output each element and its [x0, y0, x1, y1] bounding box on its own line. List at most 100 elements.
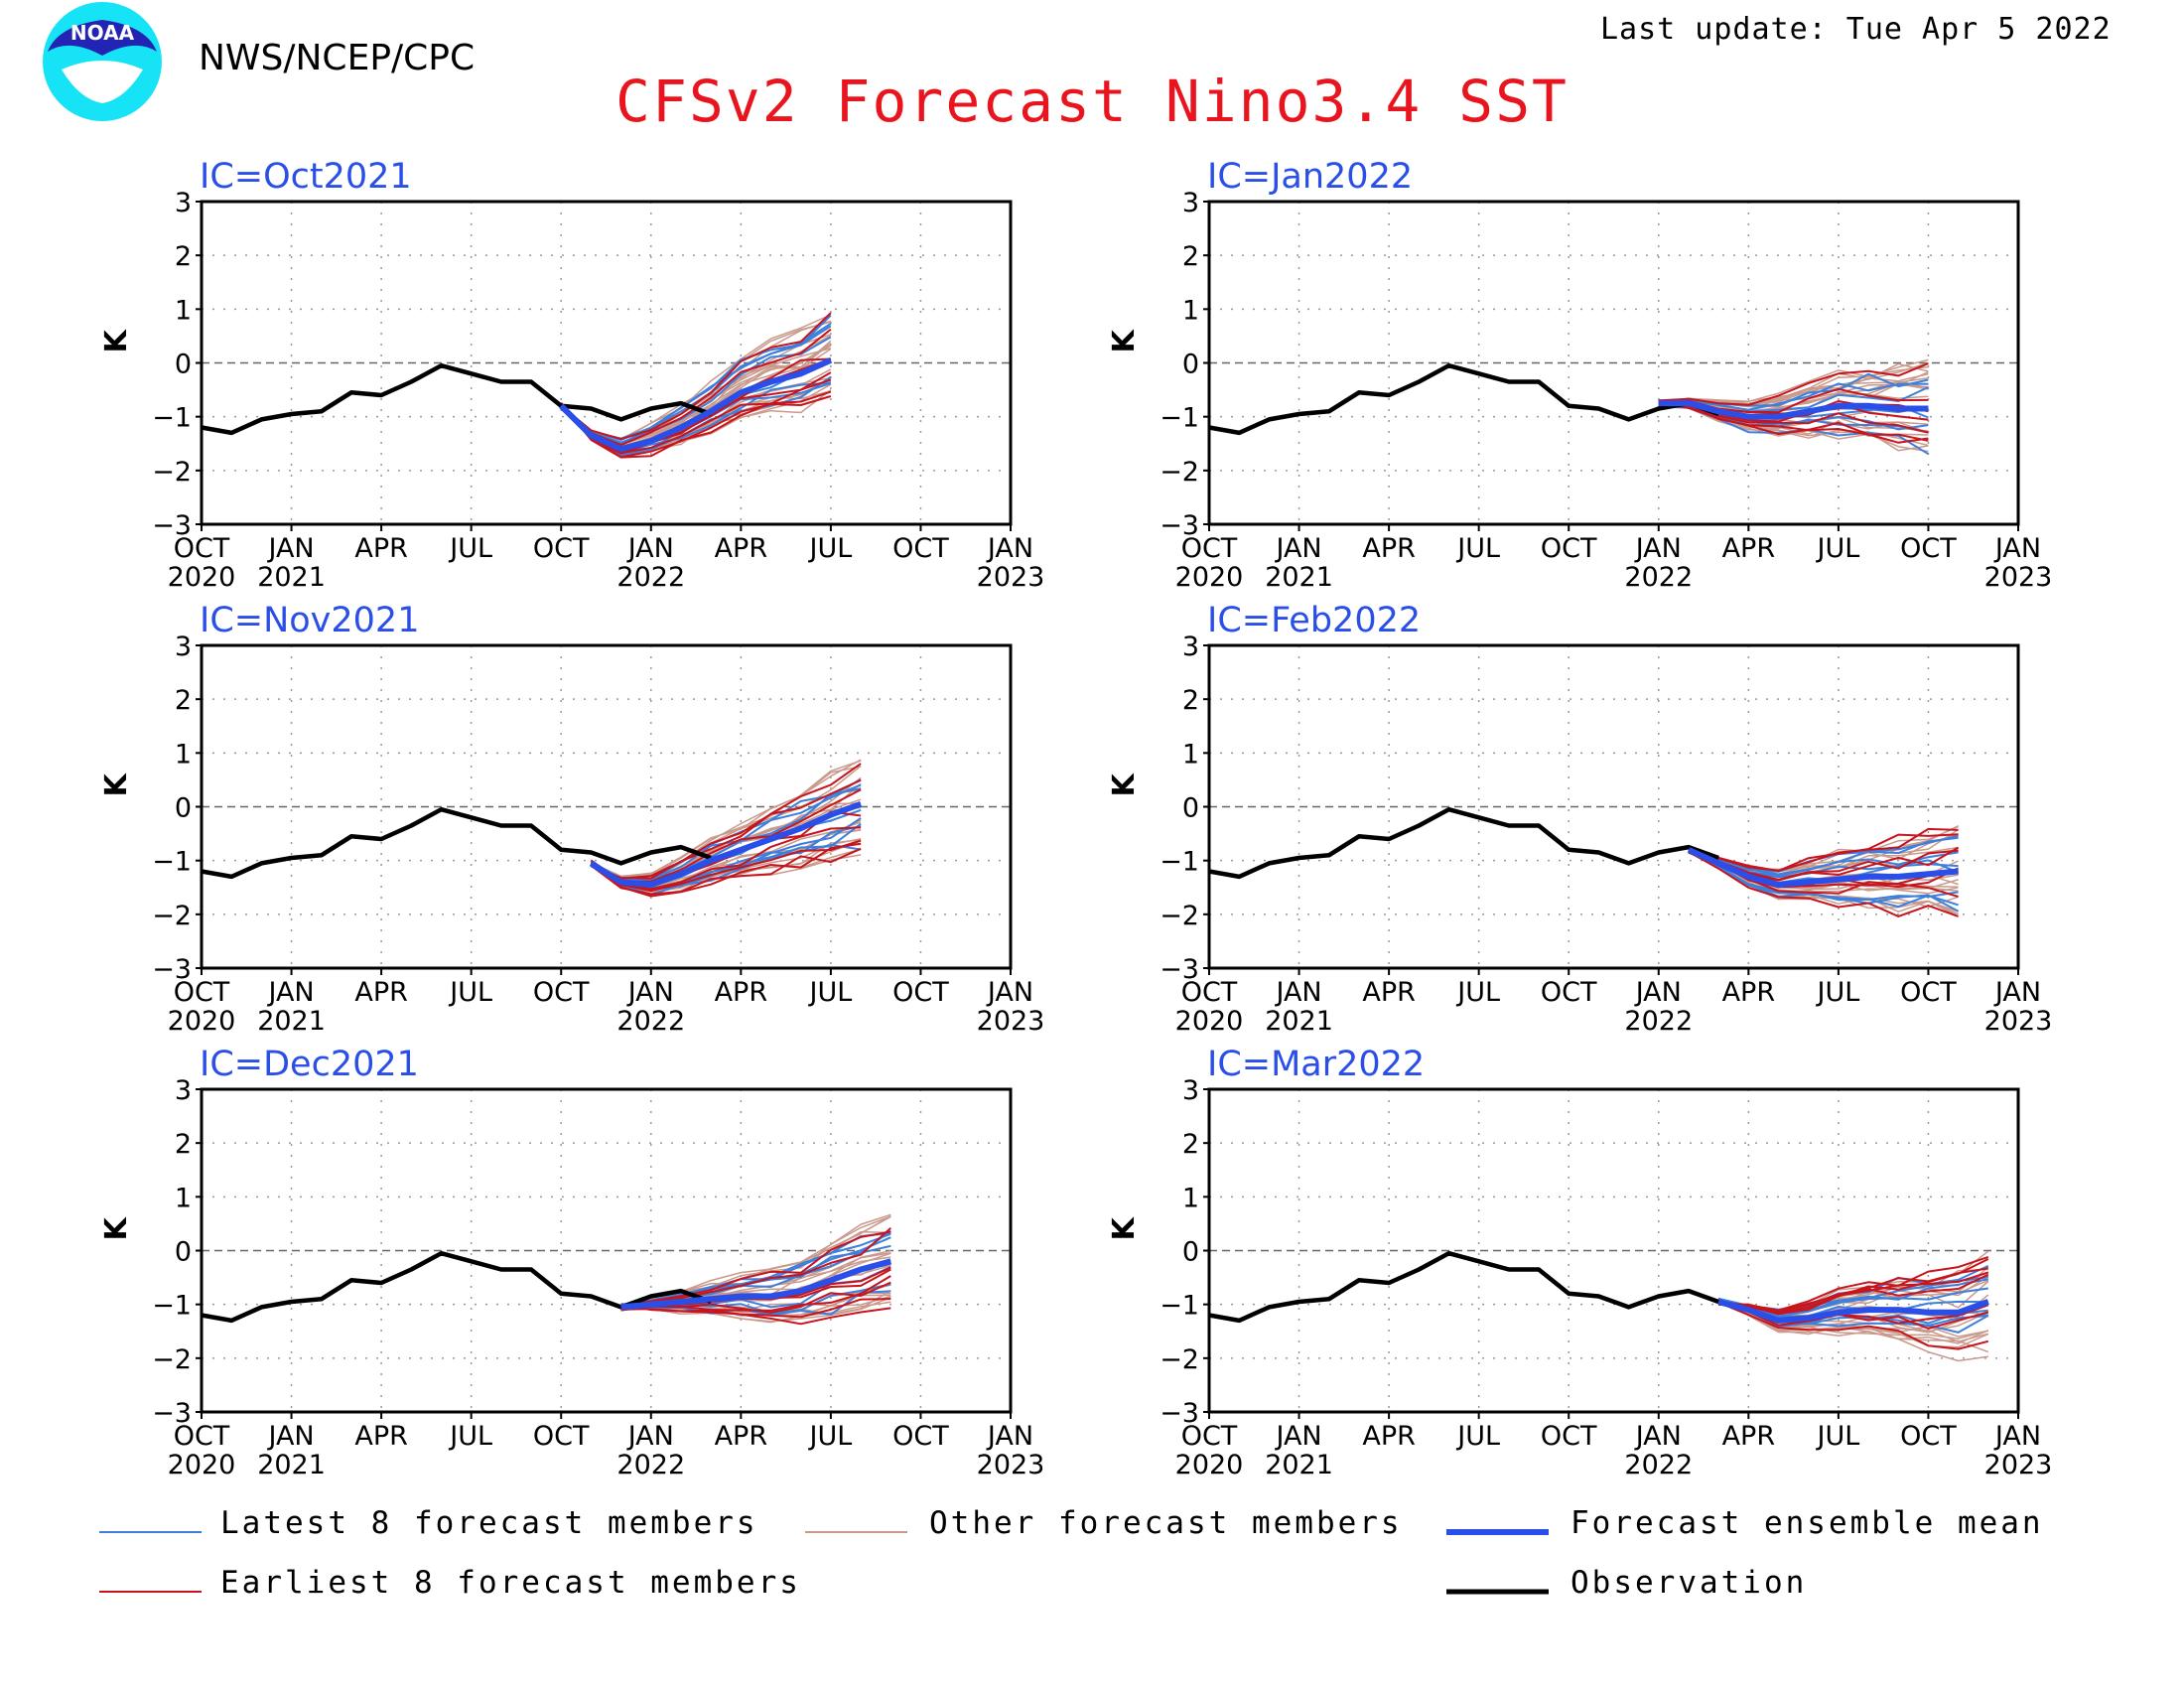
y-tick-label: 0	[175, 1237, 192, 1268]
x-tick-year: 2023	[977, 562, 1045, 593]
y-tick-label: 1	[1182, 295, 1199, 326]
y-tick-label: 2	[175, 685, 192, 716]
x-tick-label: JUL	[448, 1421, 492, 1452]
x-tick-label: APR	[1722, 533, 1776, 564]
y-tick-label: 3	[1182, 632, 1199, 662]
x-tick-label: OCT	[1181, 977, 1238, 1008]
y-tick-label: −1	[152, 403, 192, 434]
y-tick-label: 3	[1182, 1075, 1199, 1106]
y-tick-label: −3	[152, 1398, 192, 1429]
x-tick-year: 2022	[616, 1450, 685, 1480]
y-tick-label: −1	[1160, 403, 1199, 434]
legend-latest-label: Latest 8 forecast members	[220, 1505, 758, 1541]
earliest-member-line	[560, 312, 832, 441]
y-tick-label: −3	[152, 510, 192, 541]
y-tick-label: 1	[175, 295, 192, 326]
y-tick-label: 2	[1182, 1129, 1199, 1160]
earliest-member-line	[1688, 850, 1959, 917]
latest-member-line	[590, 843, 862, 896]
y-tick-label: 0	[1182, 1237, 1199, 1268]
x-tick-label: APR	[354, 533, 408, 564]
panel-title: IC=Feb2022	[1207, 601, 1421, 640]
x-tick-year: 2021	[1265, 1006, 1333, 1037]
y-tick-label: −2	[152, 457, 192, 488]
y-tick-label: 3	[175, 1075, 192, 1106]
observation-line	[201, 1250, 712, 1324]
earliest-member-line	[1717, 1258, 1989, 1315]
y-tick-label: −2	[1160, 901, 1199, 931]
earliest-member-line	[590, 847, 862, 896]
x-tick-label: JAN	[626, 977, 674, 1008]
latest-member-line	[1688, 851, 1959, 902]
x-tick-year: 2021	[1265, 1450, 1333, 1480]
x-tick-year: 2020	[1175, 562, 1244, 593]
x-tick-label: OCT	[1541, 1421, 1597, 1452]
x-tick-year: 2022	[616, 1006, 685, 1037]
y-tick-label: −1	[152, 847, 192, 878]
x-tick-label: JUL	[1815, 533, 1859, 564]
noaa-logo: NOAA	[43, 2, 162, 121]
earliest-member-line	[620, 1275, 891, 1312]
x-tick-label: OCT	[174, 533, 230, 564]
panel-title: IC=Dec2021	[200, 1045, 419, 1084]
x-tick-year: 2020	[1175, 1450, 1244, 1480]
x-tick-label: APR	[354, 977, 408, 1008]
y-tick-label: 0	[175, 793, 192, 824]
x-tick-label: JAN	[266, 977, 314, 1008]
earliest-member-line	[1718, 1255, 1989, 1312]
y-axis-label: K	[99, 1216, 134, 1241]
legend-mean-label: Forecast ensemble mean	[1570, 1505, 2044, 1541]
x-tick-label: OCT	[1181, 533, 1238, 564]
y-tick-label: 2	[175, 241, 192, 272]
ensemble-mean-line	[559, 357, 833, 453]
y-tick-label: 3	[175, 632, 192, 662]
x-tick-label: JUL	[448, 977, 492, 1008]
x-tick-label: APR	[1722, 977, 1776, 1008]
x-tick-label: OCT	[1900, 1421, 1957, 1452]
x-tick-year: 2021	[257, 1450, 326, 1480]
y-tick-label: −1	[152, 1291, 192, 1322]
x-tick-label: OCT	[892, 533, 949, 564]
panel-frame	[1207, 1087, 2020, 1414]
earliest-member-line	[1658, 402, 1929, 434]
y-tick-label: −2	[1160, 457, 1199, 488]
x-tick-year: 2020	[168, 1006, 236, 1037]
x-tick-label: APR	[1722, 1421, 1776, 1452]
earliest-member-line	[1688, 827, 1959, 872]
agency-label: NWS/NCEP/CPC	[199, 38, 476, 78]
x-tick-year: 2020	[1175, 1006, 1244, 1037]
x-tick-label: OCT	[1541, 977, 1597, 1008]
y-tick-label: 0	[1182, 350, 1199, 380]
panel-title: IC=Oct2021	[200, 157, 412, 197]
x-tick-label: OCT	[1181, 1421, 1238, 1452]
ensemble-mean-line	[1717, 1299, 1989, 1324]
x-tick-label: JUL	[807, 977, 852, 1008]
x-tick-label: JAN	[626, 1421, 674, 1452]
x-tick-year: 2023	[1984, 1006, 2053, 1037]
y-tick-label: 1	[175, 739, 192, 770]
x-tick-label: JAN	[1634, 1421, 1682, 1452]
y-tick-label: −1	[1160, 1291, 1199, 1322]
x-tick-label: OCT	[533, 533, 590, 564]
latest-member-line	[560, 323, 832, 445]
y-tick-label: −3	[1160, 1398, 1199, 1429]
earliest-member-line	[1717, 1302, 1989, 1330]
x-tick-label: JUL	[1815, 977, 1859, 1008]
x-tick-year: 2020	[168, 562, 236, 593]
x-tick-label: JUL	[807, 1421, 852, 1452]
x-tick-label: OCT	[174, 1421, 230, 1452]
panel-title: IC=Jan2022	[1207, 157, 1413, 197]
x-tick-label: OCT	[1541, 533, 1597, 564]
observation-line	[1208, 806, 1719, 880]
x-tick-year: 2021	[257, 1006, 326, 1037]
y-tick-label: 0	[175, 350, 192, 380]
legend	[99, 1529, 1549, 1595]
x-tick-label: JAN	[1993, 533, 2041, 564]
x-tick-year: 2022	[1624, 1450, 1693, 1480]
x-tick-label: JUL	[807, 533, 852, 564]
